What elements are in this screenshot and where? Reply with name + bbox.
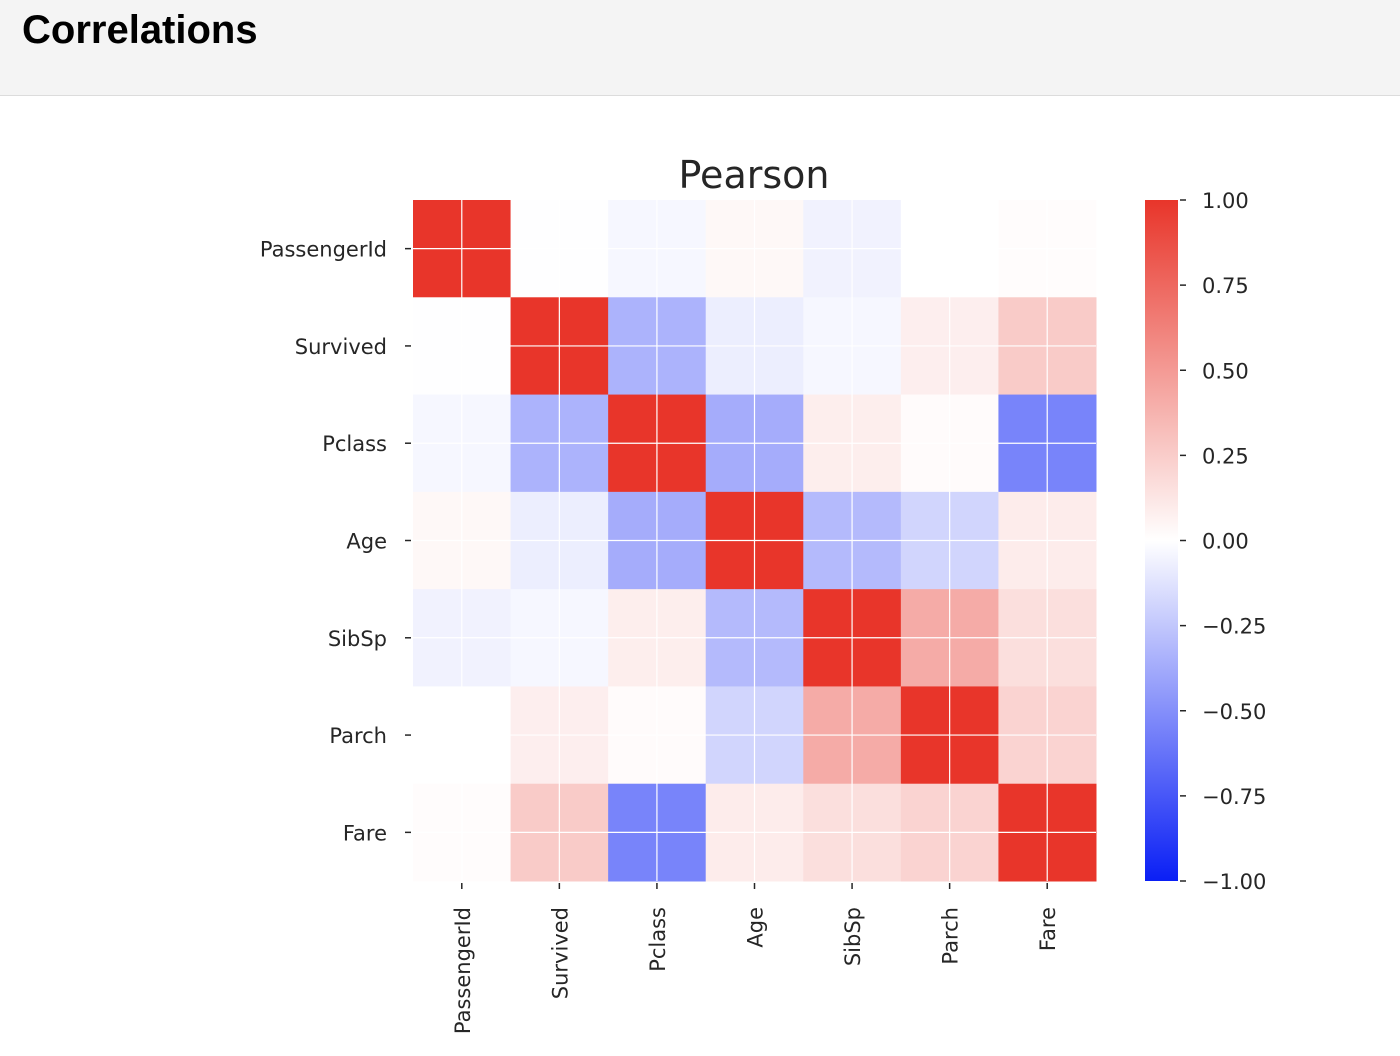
colorbar-tick-label: −1.00 [1202, 870, 1266, 894]
x-tick-label: Survived [548, 907, 572, 999]
x-tick-label: PassengerId [451, 907, 475, 1034]
chart-title: Pearson [679, 153, 830, 197]
colorbar-tick-label: 0.75 [1202, 274, 1249, 298]
colorbar-tick-label: −0.25 [1202, 615, 1266, 639]
y-tick-label: Pclass [322, 432, 387, 456]
page-title: Correlations [22, 8, 258, 52]
colorbar-tick-label: 0.25 [1202, 444, 1249, 468]
y-tick-label: Fare [343, 821, 387, 845]
x-tick-label: SibSp [841, 907, 865, 966]
colorbar-tick-label: −0.50 [1202, 700, 1266, 724]
y-tick-label: PassengerId [260, 238, 387, 262]
y-tick-label: Survived [295, 335, 387, 359]
y-tick-label: SibSp [328, 627, 387, 651]
colorbar-tick-label: −0.75 [1202, 785, 1266, 809]
x-tick-label: Age [744, 907, 768, 948]
colorbar-tick-label: 0.50 [1202, 359, 1249, 383]
page-header: Correlations [0, 0, 1400, 96]
y-tick-label: Age [346, 530, 387, 554]
colorbar-tick-label: 0.00 [1202, 530, 1249, 554]
x-tick-label: Fare [1036, 907, 1060, 951]
y-tick-label: Parch [329, 724, 387, 748]
colorbar-tick-label: 1.00 [1202, 189, 1249, 213]
colorbar [1145, 200, 1178, 881]
x-tick-label: Parch [939, 907, 963, 965]
x-tick-label: Pclass [646, 907, 670, 972]
